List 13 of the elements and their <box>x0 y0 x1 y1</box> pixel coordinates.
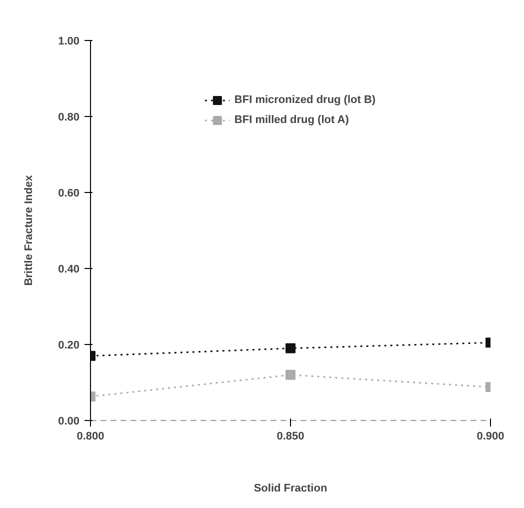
y-tick-label: 0.00 <box>58 416 80 428</box>
y-tick-label: 1.00 <box>58 36 80 48</box>
x-axis-title: Solid Fraction <box>254 482 328 494</box>
legend-label: BFI micronized drug (lot B) <box>234 94 376 106</box>
legend-label: BFI milled drug (lot A) <box>234 114 349 126</box>
y-tick-label: 0.60 <box>58 188 80 200</box>
x-tick-label: 0.850 <box>276 430 304 442</box>
y-tick-label: 0.80 <box>58 112 80 124</box>
y-axis-title: Brittle Fracture Index <box>23 174 36 286</box>
x-tick-label: 0.800 <box>76 430 104 442</box>
y-tick-label: 0.40 <box>58 264 80 276</box>
y-tick-label: 0.20 <box>58 340 80 352</box>
x-tick-label: 0.900 <box>476 430 504 442</box>
